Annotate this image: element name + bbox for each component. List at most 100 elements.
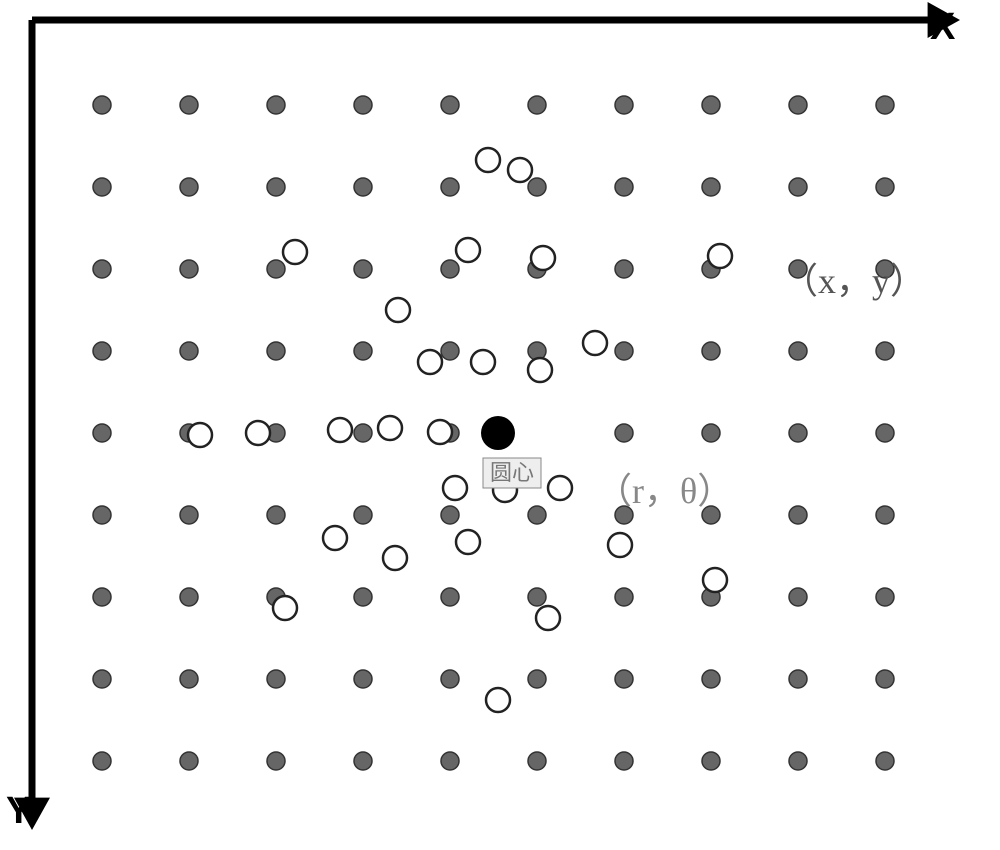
grid-dot [789, 670, 807, 688]
grid-dot [789, 178, 807, 196]
grid-dot [180, 506, 198, 524]
grid-dot [267, 342, 285, 360]
polar-sample-dot [548, 476, 572, 500]
grid-dot [528, 588, 546, 606]
polar-sample-dot [383, 546, 407, 570]
polar-sample-dot [188, 423, 212, 447]
polar-sample-dot [536, 606, 560, 630]
grid-dot [615, 588, 633, 606]
grid-dot [441, 178, 459, 196]
grid-dot [876, 588, 894, 606]
grid-dot [441, 588, 459, 606]
grid-dot [441, 342, 459, 360]
polar-sample-dot [273, 596, 297, 620]
polar-sample-dot [708, 244, 732, 268]
polar-sample-dot [428, 420, 452, 444]
grid-dot [267, 752, 285, 770]
grid-dot [267, 506, 285, 524]
polar-sample-dot [328, 418, 352, 442]
grid-dot [93, 342, 111, 360]
grid-dot [702, 342, 720, 360]
grid-dot [267, 178, 285, 196]
grid-dot [441, 260, 459, 278]
polar-sample-dot [528, 358, 552, 382]
grid-dot [528, 752, 546, 770]
grid-dot [528, 670, 546, 688]
grid-dot [441, 96, 459, 114]
grid-dot [93, 670, 111, 688]
grid-dot [789, 506, 807, 524]
grid-dot [876, 96, 894, 114]
polar-sample-dot [323, 526, 347, 550]
grid-dot [441, 670, 459, 688]
grid-dot [354, 588, 372, 606]
grid-dot [354, 342, 372, 360]
grid-dot [876, 506, 894, 524]
polar-sample-dot [456, 530, 480, 554]
polar-sample-dot [486, 688, 510, 712]
grid-dot [615, 752, 633, 770]
grid-dot [93, 260, 111, 278]
grid-dot [876, 752, 894, 770]
grid-dot [702, 424, 720, 442]
grid-dot [876, 670, 894, 688]
grid-dot [702, 752, 720, 770]
grid-dot [180, 342, 198, 360]
grid-dot [528, 506, 546, 524]
grid-dot [876, 342, 894, 360]
grid-dot [267, 670, 285, 688]
grid-dot [354, 670, 372, 688]
grid-dot [615, 424, 633, 442]
grid-dot [354, 178, 372, 196]
grid-dot [528, 96, 546, 114]
grid-dot [702, 178, 720, 196]
polar-sample-dot [703, 568, 727, 592]
grid-dot [615, 96, 633, 114]
grid-dot [789, 342, 807, 360]
grid-dot [180, 96, 198, 114]
x-axis-label: X [930, 6, 955, 49]
grid-dot [615, 260, 633, 278]
polar-sample-dot [583, 331, 607, 355]
grid-dot [267, 260, 285, 278]
grid-dot [354, 752, 372, 770]
grid-dot [615, 670, 633, 688]
grid-dot [702, 670, 720, 688]
grid-dot [789, 424, 807, 442]
grid-dot [876, 424, 894, 442]
grid-dot [180, 178, 198, 196]
polar-sample-dot [378, 416, 402, 440]
grid-dot [93, 178, 111, 196]
grid-dot [789, 96, 807, 114]
grid-dot [615, 178, 633, 196]
diagram-svg: 圆心 [0, 0, 1000, 850]
polar-coordinate-label: （r，θ） [596, 462, 733, 514]
grid-dot [93, 424, 111, 442]
y-axis-label: Y [6, 790, 31, 833]
grid-dot [876, 178, 894, 196]
grid-dot [702, 96, 720, 114]
grid-dot [789, 588, 807, 606]
polar-sample-dot [508, 158, 532, 182]
grid-dot [789, 752, 807, 770]
grid-dot [267, 96, 285, 114]
polar-sample-dot [246, 421, 270, 445]
grid-dot [93, 506, 111, 524]
polar-sample-dot [608, 533, 632, 557]
polar-sample-dot [476, 148, 500, 172]
polar-sample-dot [418, 350, 442, 374]
polar-sample-dot [471, 350, 495, 374]
xy-coordinate-label: （x，y） [782, 252, 926, 304]
grid-dot [180, 260, 198, 278]
grid-dot [615, 342, 633, 360]
grid-dot [93, 96, 111, 114]
grid-dot [441, 506, 459, 524]
grid-dot [180, 670, 198, 688]
polar-sample-dot [283, 240, 307, 264]
polar-sample-dot [443, 476, 467, 500]
polar-sample-dot [531, 246, 555, 270]
grid-dot [354, 424, 372, 442]
diagram-container: 圆心 X Y （x，y） （r，θ） [0, 0, 1000, 850]
center-point [481, 416, 515, 450]
grid-dot [441, 752, 459, 770]
